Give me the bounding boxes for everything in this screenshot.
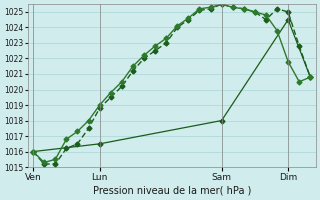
X-axis label: Pression niveau de la mer( hPa ): Pression niveau de la mer( hPa )	[92, 186, 251, 196]
